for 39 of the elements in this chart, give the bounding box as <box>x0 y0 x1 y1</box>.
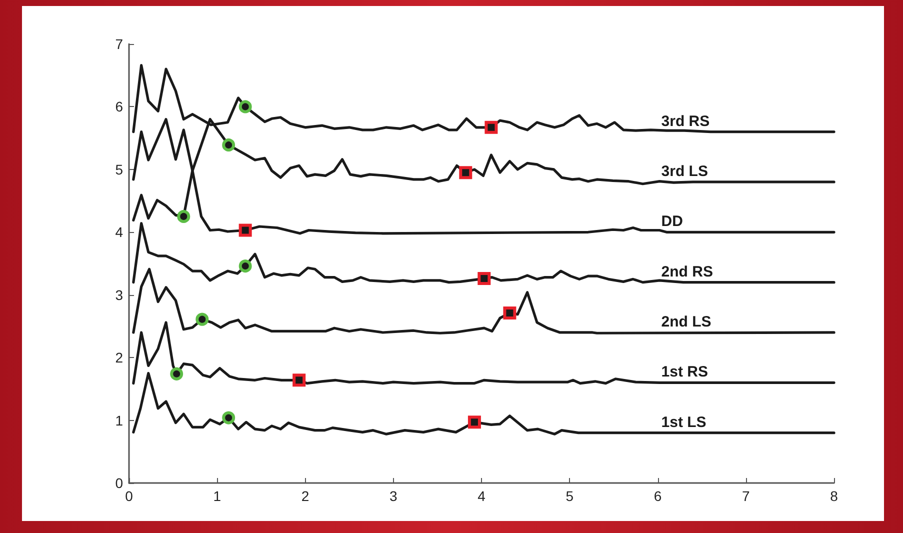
x-tick-label: 3 <box>389 488 398 504</box>
point <box>196 312 209 326</box>
point <box>484 120 498 134</box>
series-label: 2nd RS <box>661 263 713 280</box>
y-tick-label: 3 <box>115 286 124 303</box>
series-label: 1st RS <box>661 364 708 381</box>
x-tick-label: 7 <box>742 488 750 504</box>
point <box>222 411 236 424</box>
y-tick-label: 6 <box>115 98 124 115</box>
point <box>478 272 491 286</box>
x-tick-label: 2 <box>301 488 310 504</box>
point <box>468 416 481 429</box>
x-tick-label: 4 <box>478 488 486 504</box>
line-series <box>132 268 836 334</box>
point <box>459 166 472 180</box>
x-tick-label: 6 <box>654 488 662 504</box>
y-tick-label: 2 <box>115 350 124 366</box>
point <box>238 260 252 273</box>
x-tick-label: 1 <box>213 488 222 504</box>
point <box>292 374 306 387</box>
x-tick-label: 5 <box>566 488 574 504</box>
point <box>503 306 516 320</box>
y-tick-label: 4 <box>115 224 124 240</box>
series-label: 1st LS <box>661 414 706 431</box>
series-label: 3rd LS <box>661 162 708 180</box>
series-label: DD <box>661 213 684 230</box>
x-tick-label: 8 <box>830 488 838 504</box>
series-label: 3rd RS <box>661 112 710 130</box>
y-tick-label: 1 <box>115 412 124 428</box>
series-label: 2nd LS <box>661 313 712 330</box>
x-tick-label: 0 <box>125 488 134 504</box>
point <box>222 138 236 152</box>
point <box>177 210 190 223</box>
y-tick-label: 5 <box>115 161 124 178</box>
point <box>238 100 252 114</box>
y-tick-label: 0 <box>115 475 124 491</box>
y-tick-label: 7 <box>115 36 124 52</box>
point <box>238 224 252 237</box>
point <box>170 367 184 380</box>
